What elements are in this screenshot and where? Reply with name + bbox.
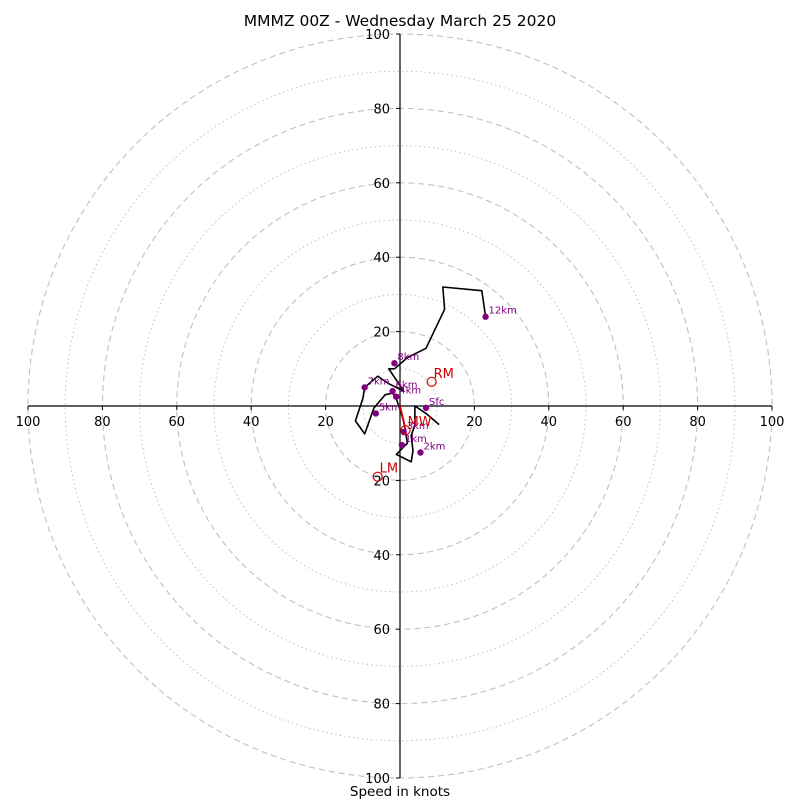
y-tick-label: 80 [373, 102, 390, 117]
height-marker [422, 404, 430, 412]
height-marker [482, 313, 489, 320]
storm-motion-marker [400, 425, 411, 436]
x-tick-label: 100 [760, 415, 785, 430]
height-marker [391, 360, 398, 367]
height-marker-label: 7km [368, 376, 390, 387]
chart-title: MMMZ 00Z - Wednesday March 25 2020 [244, 12, 556, 30]
x-tick-label: 60 [615, 415, 632, 430]
x-tick-label: 80 [689, 415, 706, 430]
storm-motion-label: MW [408, 415, 432, 430]
height-marker-label: 4km [399, 386, 421, 397]
height-marker-label: 12km [489, 306, 517, 317]
y-tick-label: 100 [365, 772, 390, 787]
height-marker [389, 387, 396, 395]
height-marker-label: 6km [396, 380, 418, 391]
x-tick-label: 20 [466, 415, 483, 430]
x-tick-label: 80 [94, 415, 111, 430]
height-marker-label: 5km [379, 402, 401, 413]
trace-line [354, 286, 487, 463]
storm-motion-label: LM [380, 462, 398, 477]
y-tick-label: 80 [373, 698, 390, 713]
height-marker [417, 449, 424, 456]
height-marker-label: 1km [405, 434, 427, 445]
y-tick-label: 40 [373, 549, 390, 564]
x-tick-label: 40 [541, 415, 558, 430]
y-tick-label: 40 [373, 251, 390, 266]
y-tick-label: 60 [373, 623, 390, 638]
motion-markers: RM LM MW [372, 367, 454, 482]
x-tick-label: 100 [16, 415, 41, 430]
y-tick-label: 20 [373, 474, 390, 489]
height-marker [393, 393, 400, 400]
y-tick-label: 60 [373, 177, 390, 192]
y-tick-label: 20 [373, 326, 390, 341]
x-tick-label: 40 [243, 415, 260, 430]
height-marker-label: 3km [407, 421, 429, 432]
x-tick-label: 60 [169, 415, 186, 430]
height-marker-label: 2km [423, 442, 445, 453]
x-tick-label: 20 [317, 415, 334, 430]
y-tick-label: 100 [365, 28, 390, 43]
storm-motion-marker [426, 376, 437, 387]
height-marker [372, 410, 380, 417]
height-marker-label: 8km [397, 352, 419, 363]
height-marker [398, 441, 406, 449]
storm-motion-label: RM [434, 367, 454, 382]
height-marker-label: Sfc [429, 397, 444, 408]
tick-labels: 100 100 80 80 60 60 40 40 20 20 20 20 40 40 60 60 80 80 10… [16, 28, 785, 787]
height-marker [361, 384, 368, 391]
storm-motion-marker [372, 471, 383, 482]
x-axis-label: Speed in knots [350, 784, 450, 800]
